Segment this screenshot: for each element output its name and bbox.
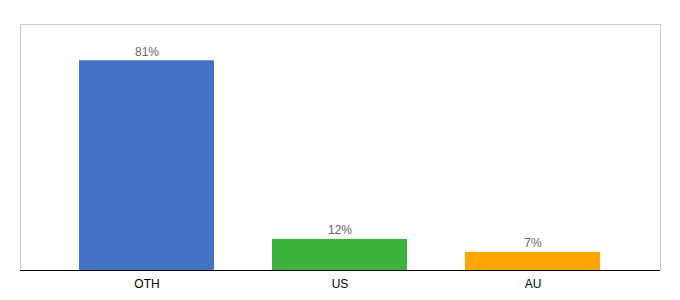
svg-text:7%: 7% bbox=[524, 236, 542, 250]
svg-text:US: US bbox=[332, 277, 349, 291]
svg-text:AU: AU bbox=[525, 277, 542, 291]
svg-text:12%: 12% bbox=[328, 223, 352, 237]
svg-text:81%: 81% bbox=[135, 45, 159, 59]
svg-text:OTH: OTH bbox=[134, 277, 159, 291]
